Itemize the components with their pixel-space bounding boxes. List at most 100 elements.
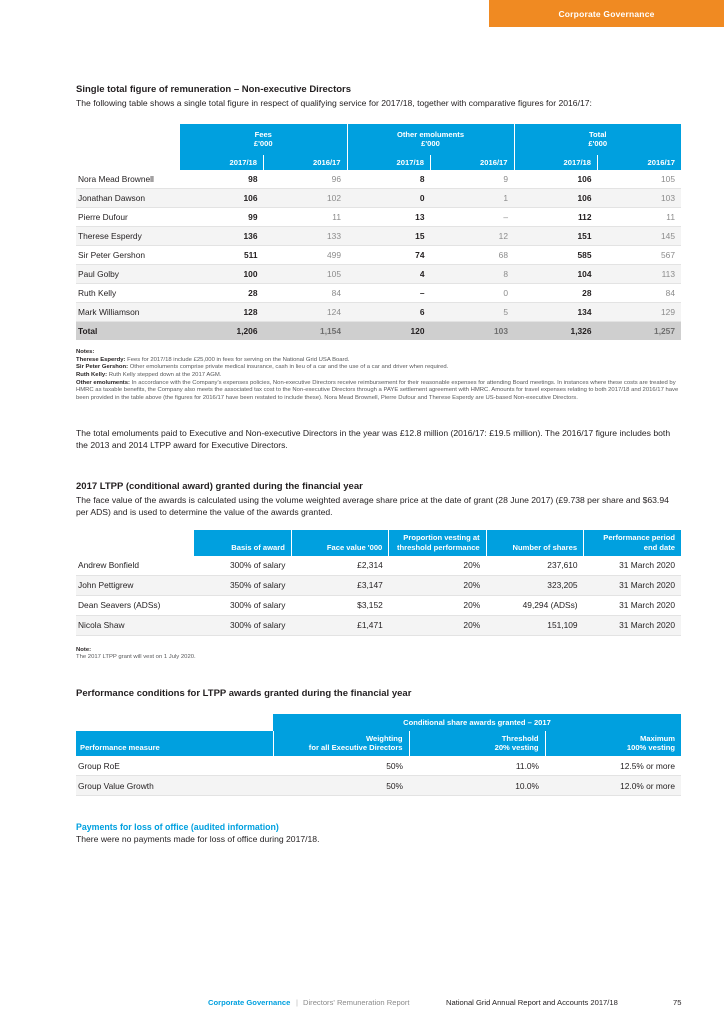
total-fees-previous: 1,154	[263, 321, 347, 341]
total-oe-current: 120	[347, 321, 431, 341]
fees-previous: 84	[263, 283, 347, 304]
fees-current: 28	[180, 283, 264, 304]
note-text: In accordance with the Company's expense…	[76, 379, 679, 401]
footer-corporate-governance: Corporate Governance	[208, 998, 291, 1007]
header-threshold-line2: 20% vesting	[494, 743, 539, 753]
face-value: $3,152	[291, 595, 389, 616]
other-emoluments-current: 8	[347, 170, 431, 190]
table-row: Andrew Bonfield 300% of salary £2,314 20…	[76, 555, 681, 576]
subheader-oe-2017: 2017/18	[347, 154, 431, 171]
table-row: Pierre Dufour 99 11 13 – 112 11	[76, 207, 681, 228]
group-header-oe-line1: Other emoluments	[396, 129, 465, 139]
director-name: Paul Golby	[76, 264, 180, 285]
total-current: 106	[514, 188, 598, 209]
note-label: Therese Esperdy:	[76, 356, 126, 363]
fees-previous: 102	[263, 188, 347, 209]
other-emoluments-current: 4	[347, 264, 431, 285]
basis-of-award: 300% of salary	[194, 555, 292, 576]
header-period-line2: end date	[643, 543, 675, 553]
table-row: Paul Golby 100 105 4 8 104 113	[76, 264, 681, 285]
notes-heading: Notes:	[76, 349, 681, 357]
note-text-line: The 2017 LTPP grant will vest on 1 July …	[76, 654, 196, 661]
performance-period: 31 March 2020	[583, 595, 681, 616]
performance-sub-header-row: Performance measure Weighting for all Ex…	[76, 730, 681, 756]
note-item: Therese Esperdy: Fees for 2017/18 includ…	[76, 357, 681, 365]
proportion-vesting: 20%	[388, 575, 487, 596]
table-row: John Pettigrew 350% of salary £3,147 20%…	[76, 575, 681, 596]
total-current: 106	[514, 170, 598, 190]
note-item: Sir Peter Gershon: Other emoluments comp…	[76, 364, 681, 372]
table-row: Nicola Shaw 300% of salary £1,471 20% 15…	[76, 615, 681, 636]
page-footer: Corporate Governance | Directors' Remune…	[0, 998, 724, 1012]
header-face-value: Face value '000	[291, 530, 390, 556]
header-shares-line2: Number of shares	[512, 543, 578, 553]
note-heading-label: Note:	[76, 646, 92, 653]
other-emoluments-previous: 12	[430, 226, 514, 247]
weighting: 50%	[273, 756, 409, 776]
section3-title: Performance conditions for LTPP awards g…	[76, 687, 412, 699]
header-performance-period: Performance period end date	[583, 530, 681, 556]
subheader-oe-2016: 2016/17	[430, 154, 515, 171]
header-proportion-line2: threshold performance	[396, 543, 480, 553]
header-basis-line2: Basis of award	[231, 543, 285, 553]
header-weighting-line2: for all Executive Directors	[308, 743, 403, 753]
table-row: Dean Seavers (ADSs) 300% of salary $3,15…	[76, 595, 681, 616]
subheader-total-2016: 2016/17	[597, 154, 681, 171]
note-label: Other emoluments:	[76, 379, 131, 386]
number-of-shares: 151,109	[486, 615, 584, 636]
other-emoluments-current: 6	[347, 302, 431, 323]
group-header-total-line1: Total	[588, 129, 607, 139]
performance-measure: Group Value Growth	[76, 775, 273, 796]
weighting: 50%	[273, 775, 409, 796]
performance-measure: Group RoE	[76, 756, 273, 776]
table-row: Sir Peter Gershon 511 499 74 68 585 567	[76, 245, 681, 266]
section4-text: There were no payments made for loss of …	[76, 834, 320, 844]
remuneration-table-head: Fees £'000 Other emoluments £'000 Total …	[76, 123, 681, 171]
remuneration-table: Fees £'000 Other emoluments £'000 Total …	[76, 123, 681, 341]
group-header-conditional-share-awards: Conditional share awards granted – 2017	[273, 713, 681, 731]
section1-paragraph: The total emoluments paid to Executive a…	[76, 428, 671, 450]
group-header-other-emoluments: Other emoluments £'000	[347, 123, 515, 155]
executive-name: John Pettigrew	[76, 575, 194, 596]
ltpp-table-body: Andrew Bonfield 300% of salary £2,314 20…	[76, 555, 681, 636]
director-name: Pierre Dufour	[76, 207, 180, 228]
group-header-fees-line2: £'000	[253, 139, 273, 149]
header-weighting: Weighting for all Executive Directors	[273, 730, 410, 756]
total-previous: 567	[597, 245, 681, 266]
header-proportion-line1: Proportion vesting at	[403, 533, 480, 543]
group-header-fees: Fees £'000	[180, 123, 348, 155]
face-value: £2,314	[291, 555, 389, 576]
header-threshold-line1: Threshold	[501, 733, 539, 743]
footer-page-number: 75	[673, 998, 682, 1007]
fees-current: 136	[180, 226, 264, 247]
notes-heading-label: Notes:	[76, 349, 95, 356]
total-current: 112	[514, 207, 598, 228]
performance-period: 31 March 2020	[583, 575, 681, 596]
header-period-line1: Performance period	[603, 533, 675, 543]
performance-conditions-table: Conditional share awards granted – 2017 …	[76, 713, 681, 796]
performance-period: 31 March 2020	[583, 615, 681, 636]
fees-previous: 105	[263, 264, 347, 285]
director-name: Therese Esperdy	[76, 226, 180, 247]
basis-of-award: 300% of salary	[194, 595, 292, 616]
director-name: Jonathan Dawson	[76, 188, 180, 209]
executive-name: Andrew Bonfield	[76, 555, 194, 576]
table-row: Group Value Growth 50% 10.0% 12.0% or mo…	[76, 775, 681, 796]
other-emoluments-current: –	[347, 283, 431, 304]
note-text: Ruth Kelly stepped down at the 2017 AGM.	[107, 372, 222, 379]
header-threshold: Threshold 20% vesting	[409, 730, 546, 756]
note-heading: Note:	[76, 647, 681, 655]
other-emoluments-previous: 9	[430, 170, 514, 190]
performance-table-head: Conditional share awards granted – 2017 …	[76, 713, 681, 756]
other-emoluments-previous: 1	[430, 188, 514, 209]
total-label: Total	[76, 321, 180, 341]
group-header-total-line2: £'000	[588, 139, 608, 149]
page-content: Single total figure of remuneration – No…	[76, 84, 681, 846]
section2-intro: The face value of the awards is calculat…	[76, 495, 669, 517]
fees-previous: 499	[263, 245, 347, 266]
total-current: 585	[514, 245, 598, 266]
table-row: Mark Williamson 128 124 6 5 134 129	[76, 302, 681, 323]
table-row: Therese Esperdy 136 133 15 12 151 145	[76, 226, 681, 247]
corporate-governance-banner: Corporate Governance	[489, 0, 724, 27]
group-header-oe-line2: £'000	[421, 139, 440, 149]
